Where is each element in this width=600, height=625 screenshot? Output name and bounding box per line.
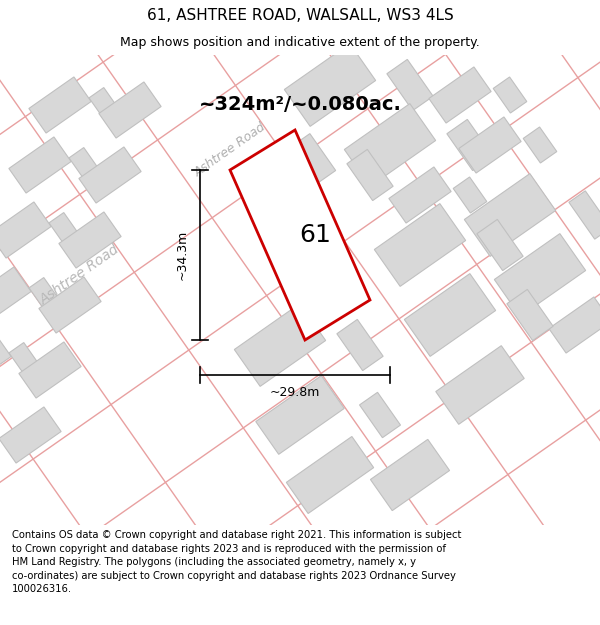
Polygon shape	[523, 127, 557, 163]
Polygon shape	[436, 346, 524, 424]
Polygon shape	[0, 407, 61, 463]
Polygon shape	[347, 149, 393, 201]
Polygon shape	[569, 191, 600, 239]
Polygon shape	[39, 277, 101, 333]
Polygon shape	[387, 59, 433, 111]
Polygon shape	[244, 134, 335, 216]
Polygon shape	[0, 332, 11, 388]
Text: 61: 61	[299, 223, 331, 247]
Polygon shape	[447, 119, 493, 171]
Polygon shape	[453, 177, 487, 213]
Polygon shape	[59, 212, 121, 268]
Polygon shape	[230, 130, 370, 340]
Text: ~324m²/~0.080ac.: ~324m²/~0.080ac.	[199, 96, 401, 114]
Polygon shape	[9, 137, 71, 193]
Polygon shape	[9, 342, 41, 377]
Polygon shape	[374, 204, 466, 286]
Polygon shape	[49, 213, 81, 248]
Polygon shape	[0, 202, 51, 258]
Polygon shape	[389, 167, 451, 223]
Text: Contains OS data © Crown copyright and database right 2021. This information is : Contains OS data © Crown copyright and d…	[12, 530, 461, 594]
Polygon shape	[477, 219, 523, 271]
Polygon shape	[29, 278, 61, 312]
Polygon shape	[99, 82, 161, 138]
Text: Map shows position and indicative extent of the property.: Map shows position and indicative extent…	[120, 36, 480, 49]
Polygon shape	[79, 147, 141, 203]
Text: Ashtree Road: Ashtree Road	[192, 121, 268, 179]
Polygon shape	[89, 88, 121, 122]
Polygon shape	[459, 117, 521, 173]
Text: Ashtree Road: Ashtree Road	[38, 242, 122, 308]
Text: ~34.3m: ~34.3m	[176, 230, 188, 280]
Polygon shape	[344, 104, 436, 186]
Polygon shape	[19, 342, 81, 398]
Polygon shape	[235, 304, 326, 386]
Polygon shape	[549, 297, 600, 353]
Polygon shape	[0, 267, 31, 323]
Polygon shape	[494, 234, 586, 316]
Polygon shape	[256, 376, 344, 454]
Polygon shape	[359, 392, 400, 438]
Polygon shape	[69, 148, 101, 182]
Polygon shape	[29, 77, 91, 133]
Text: 61, ASHTREE ROAD, WALSALL, WS3 4LS: 61, ASHTREE ROAD, WALSALL, WS3 4LS	[146, 8, 454, 23]
Polygon shape	[286, 436, 374, 514]
Polygon shape	[370, 439, 449, 511]
Polygon shape	[404, 274, 496, 356]
Polygon shape	[493, 77, 527, 113]
Polygon shape	[284, 44, 376, 126]
Text: ~29.8m: ~29.8m	[270, 386, 320, 399]
Polygon shape	[429, 67, 491, 123]
Polygon shape	[337, 319, 383, 371]
Polygon shape	[507, 289, 553, 341]
Polygon shape	[464, 174, 556, 256]
